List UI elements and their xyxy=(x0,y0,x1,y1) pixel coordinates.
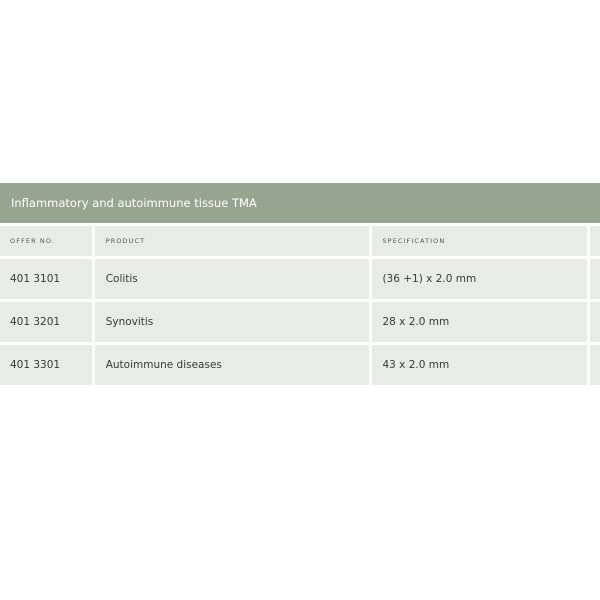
specification-cell: (36 +1) x 2.0 mm xyxy=(372,259,588,299)
table-row: 401 3101 Colitis (36 +1) x 2.0 mm xyxy=(0,259,600,299)
table-header-row: OFFER NO. PRODUCT SPECIFICATION xyxy=(0,226,600,256)
table-row: 401 3201 Synovitis 28 x 2.0 mm xyxy=(0,302,600,342)
product-cell: Synovitis xyxy=(94,302,370,342)
product-cell: Autoimmune diseases xyxy=(94,345,370,385)
column-header-extra xyxy=(590,226,600,256)
offer-no-cell: 401 3201 xyxy=(0,302,92,342)
offer-no-cell: 401 3101 xyxy=(0,259,92,299)
specification-cell: 43 x 2.0 mm xyxy=(372,345,588,385)
extra-cell xyxy=(590,345,600,385)
column-header-offer-no: OFFER NO. xyxy=(0,226,92,256)
table-row: 401 3301 Autoimmune diseases 43 x 2.0 mm xyxy=(0,345,600,385)
specification-cell: 28 x 2.0 mm xyxy=(372,302,588,342)
column-header-specification: SPECIFICATION xyxy=(372,226,588,256)
offer-no-cell: 401 3301 xyxy=(0,345,92,385)
product-cell: Colitis xyxy=(94,259,370,299)
column-header-product: PRODUCT xyxy=(94,226,370,256)
table-title: Inflammatory and autoimmune tissue TMA xyxy=(0,183,600,223)
extra-cell xyxy=(590,302,600,342)
extra-cell xyxy=(590,259,600,299)
product-table: OFFER NO. PRODUCT SPECIFICATION 401 3101… xyxy=(0,226,600,388)
